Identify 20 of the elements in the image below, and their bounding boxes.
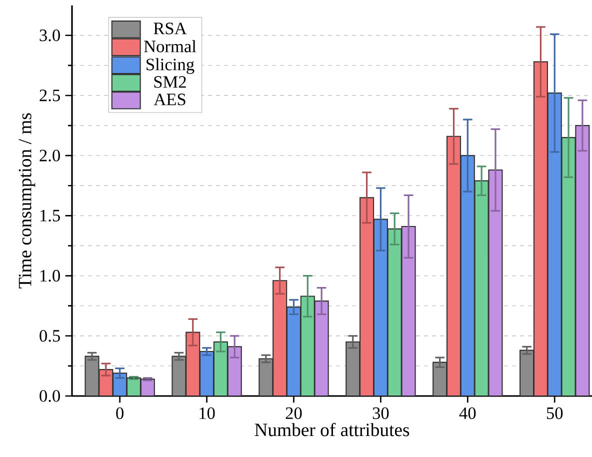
- y-tick-label: 0.5: [40, 330, 60, 342]
- legend-label: Normal: [144, 40, 196, 52]
- legend-label: Slicing: [146, 58, 194, 74]
- x-tick-label: 10: [200, 407, 215, 420]
- legend-label: RSA: [154, 22, 187, 34]
- x-tick-label: 0: [116, 407, 124, 420]
- legend-label: AES: [154, 94, 186, 106]
- legend-label: SM2: [154, 76, 186, 88]
- y-tick-label: 3.0: [40, 30, 60, 42]
- y-axis-title: Time consumption / ms: [18, 113, 36, 288]
- y-tick-label: 2.0: [40, 150, 60, 162]
- y-tick-label: 1.0: [40, 270, 60, 282]
- x-axis-title: Number of attributes: [254, 422, 410, 436]
- y-tick-label: 2.5: [40, 90, 60, 102]
- x-tick-label: 30: [372, 407, 389, 420]
- y-tick-label: 0.0: [40, 390, 60, 402]
- x-tick-label: 20: [286, 407, 302, 420]
- y-tick-label: 1.5: [40, 210, 60, 222]
- x-tick-label: 50: [546, 407, 563, 420]
- x-tick-label: 40: [459, 407, 476, 420]
